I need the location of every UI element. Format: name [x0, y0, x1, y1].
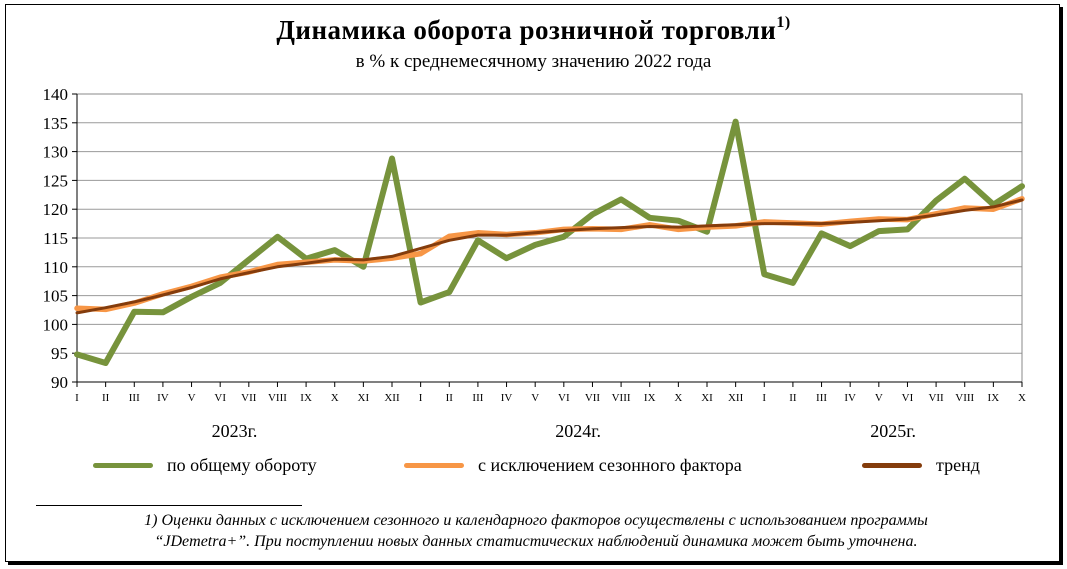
x-tick-label: VIII	[612, 392, 631, 404]
legend-swatch-seasonal	[404, 462, 464, 468]
gridlines	[77, 122, 1022, 354]
x-tick-label: V	[188, 392, 196, 404]
x-tick-label: X	[1018, 392, 1026, 404]
y-tick-label: 135	[43, 114, 69, 133]
series-lines	[74, 118, 1025, 366]
title-footnote-mark: 1)	[776, 14, 791, 31]
x-tick-label: IX	[988, 392, 1000, 404]
y-tick-label: 90	[51, 373, 68, 392]
x-tick-label: IX	[300, 392, 312, 404]
x-tick-label: VIII	[268, 392, 287, 404]
x-tick-label: III	[472, 392, 483, 404]
legend-item-total: по общему обороту	[93, 452, 317, 478]
y-tick-label: 110	[43, 258, 68, 277]
y-tick-label: 140	[43, 85, 69, 104]
x-tick-label: III	[816, 392, 827, 404]
x-tick-label: XI	[701, 392, 713, 404]
x-tick-label: IX	[644, 392, 656, 404]
y-tick-label: 120	[43, 200, 69, 219]
footnote-separator	[36, 505, 302, 506]
legend-label-total: по общему обороту	[167, 454, 317, 475]
x-tick-label: II	[446, 392, 454, 404]
title-text: Динамика оборота розничной торговли	[276, 15, 777, 45]
y-tick-label: 95	[51, 344, 68, 363]
legend-swatch-trend	[862, 462, 922, 468]
footnote-line-1: 1) Оценки данных с исключением сезонного…	[144, 512, 928, 529]
x-tick-label: XII	[384, 392, 400, 404]
x-tick-label: XI	[358, 392, 370, 404]
x-tick-label: VI	[214, 392, 226, 404]
x-tick-label: VII	[585, 392, 601, 404]
legend-item-seasonal: с исключением сезонного фактора	[404, 452, 742, 478]
x-tick-label: XII	[728, 392, 744, 404]
y-tick-label: 130	[43, 143, 69, 162]
legend-item-trend: тренд	[862, 452, 980, 478]
series-line-total	[74, 118, 1025, 366]
year-label: 2023г.	[212, 421, 258, 441]
legend-label-trend: тренд	[936, 454, 980, 475]
x-axis: I II III IV V VI VII VIII IX X XI XII I II III IV V VI VII…	[75, 381, 1026, 441]
y-axis: 90 95 100 105 110 115 120 125 130 135 140	[43, 85, 78, 392]
x-tick-label: VI	[558, 392, 570, 404]
x-tick-label: IV	[844, 392, 856, 404]
series-line-seasonal	[74, 196, 1025, 313]
x-tick-label: V	[875, 392, 883, 404]
series-line-trend	[75, 198, 1024, 315]
y-tick-label: 125	[43, 171, 69, 190]
legend-label-seasonal: с исключением сезонного фактора	[478, 454, 742, 475]
y-tick-label: 100	[43, 315, 69, 334]
chart-frame	[5, 4, 1060, 562]
x-tick-label: I	[762, 392, 766, 404]
x-tick-label: I	[419, 392, 423, 404]
legend-swatch-total	[93, 462, 153, 468]
footnote: 1) Оценки данных с исключением сезонного…	[36, 510, 1036, 552]
x-tick-label: III	[129, 392, 140, 404]
x-tick-label: VIII	[955, 392, 974, 404]
x-tick-label: X	[331, 392, 339, 404]
x-tick-label: IV	[157, 392, 169, 404]
y-tick-label: 105	[43, 287, 69, 306]
x-tick-label: V	[531, 392, 539, 404]
x-tick-label: I	[75, 392, 79, 404]
year-label: 2025г.	[870, 421, 916, 441]
y-tick-label: 115	[43, 229, 68, 248]
chart-subtitle: в % к среднемесячному значению 2022 года	[355, 51, 712, 72]
x-tick-label: VI	[902, 392, 914, 404]
x-tick-label: VII	[928, 392, 944, 404]
x-tick-label: II	[102, 392, 110, 404]
chart-title: Динамика оборота розничной торговли1)	[0, 14, 1067, 46]
x-tick-label: VII	[241, 392, 257, 404]
year-label: 2024г.	[555, 421, 601, 441]
x-tick-label: IV	[501, 392, 513, 404]
x-tick-label: X	[674, 392, 682, 404]
x-tick-label: II	[789, 392, 797, 404]
footnote-line-2: “JDemetra+”. При поступлении новых данны…	[154, 533, 918, 550]
